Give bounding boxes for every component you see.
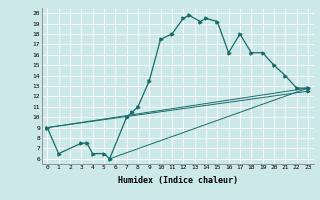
- X-axis label: Humidex (Indice chaleur): Humidex (Indice chaleur): [118, 176, 237, 185]
